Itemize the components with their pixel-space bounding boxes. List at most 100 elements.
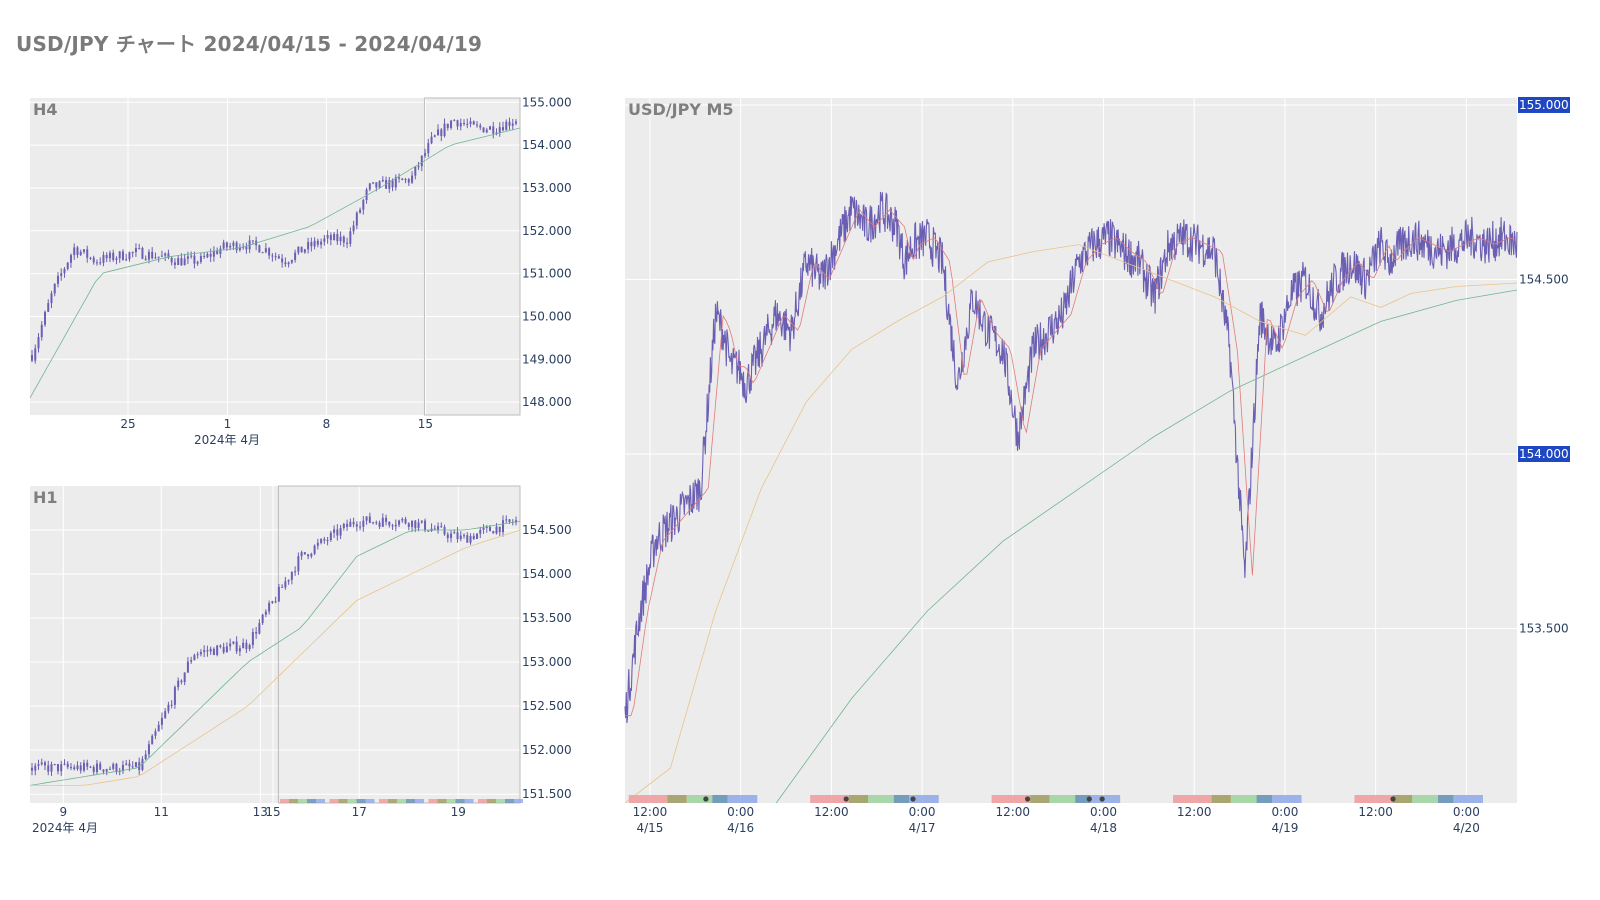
candle-body [121,764,124,772]
candle-body [313,240,316,247]
candle-body [86,762,89,767]
candle-body [167,253,170,258]
candle-body [352,225,355,232]
candle-body [170,704,173,706]
candle-body [313,545,316,554]
candle-body [466,123,469,125]
candle-body [365,189,368,201]
candle-body [34,348,37,361]
chart-panel-h4: 148.000 149.000 150.000 151.000 152.000 153.0… [29,95,572,447]
candle-body [284,262,287,265]
session-segment [437,799,447,803]
candle-body [203,256,206,258]
candle-body [167,704,170,712]
candle-body [264,611,267,615]
moving-average-line [624,244,1518,804]
candle-body [151,735,154,745]
candle-body [385,517,388,522]
candle-body [102,769,105,772]
session-segment [455,799,465,803]
candle-body [505,519,508,521]
candle-body [180,258,183,266]
y-tick-label: 151.000 [522,267,572,281]
candle-body [60,273,63,276]
candle-body [268,248,271,256]
candle-body [264,248,267,253]
x-tick-date: 4/19 [1271,821,1298,835]
x-tick-date: 4/15 [636,821,663,835]
candle-body [329,532,332,541]
candle-body [193,255,196,264]
x-tick-label: 17 [352,805,367,819]
moving-average-line [29,520,521,786]
y-tick-label: 152.000 [522,743,572,757]
candle-body [235,242,238,251]
candle-body [346,242,349,244]
candle-body [271,255,274,257]
candle-body [206,650,209,652]
y-tick-label: 152.000 [522,224,572,238]
y-tick-label: 148.000 [522,395,572,409]
candle-body [388,180,391,189]
h4-title: H4 [33,100,58,119]
y-tick-label: 153.500 [522,611,572,625]
candle-body [245,246,248,250]
x-tick-label: 12:00 [633,805,668,819]
candle-body [53,764,56,766]
x-tick-label: 0:00 [909,805,936,819]
candle-body [242,642,245,649]
session-segment [289,799,298,803]
x-tick-label: 0:00 [1453,805,1480,819]
candle-body [229,643,232,647]
candle-body [502,520,505,533]
candle-body [125,259,128,261]
h1-highlight-window [277,485,521,804]
candle-body [430,136,433,144]
candle-body [466,535,469,543]
x-tick-label: 15 [265,805,280,819]
price-line [624,191,1518,723]
session-segment [1230,795,1257,803]
highlight-rect [423,97,521,416]
candle-body [95,763,98,773]
x-tick-label: 12:00 [995,805,1030,819]
x-tick-label: 13 [253,805,268,819]
candle-body [147,251,150,260]
session-segment [1211,795,1231,803]
candle-body [320,539,323,543]
candle-body [144,754,147,760]
candle-body [99,262,102,264]
candle-body [440,526,443,528]
candle-body [154,257,157,259]
session-segment [1354,795,1394,803]
session-segment [628,795,668,803]
candle-body [206,253,209,258]
candle-body [365,516,368,521]
candle-body [196,654,199,656]
candle-body [261,252,264,254]
page-title: USD/JPY チャート 2024/04/15 - 2024/04/19 [16,32,483,56]
candle-body [232,242,235,246]
session-segment [1075,795,1091,803]
session-segment [356,799,366,803]
candle-body [320,241,323,245]
candle-body [469,535,472,543]
session-segment [686,795,713,803]
candle-body [515,121,517,124]
session-segment [397,799,406,803]
candle-body [144,258,147,260]
candle-body [216,251,219,254]
m5-series [624,191,1518,804]
candle-body [134,248,137,253]
candle-body [450,120,453,129]
candle-body [277,256,280,259]
candle-body [492,531,495,534]
candle-body [437,526,440,530]
candle-body [342,523,345,529]
candle-body [294,252,297,261]
h1-y-axis: 151.500 152.000 152.500 153.000 153.500 154.0… [522,523,572,801]
candle-body [92,257,95,263]
candle-body [73,767,76,770]
candle-body [40,324,43,338]
y-tick-label: 155.000 [1519,98,1569,112]
